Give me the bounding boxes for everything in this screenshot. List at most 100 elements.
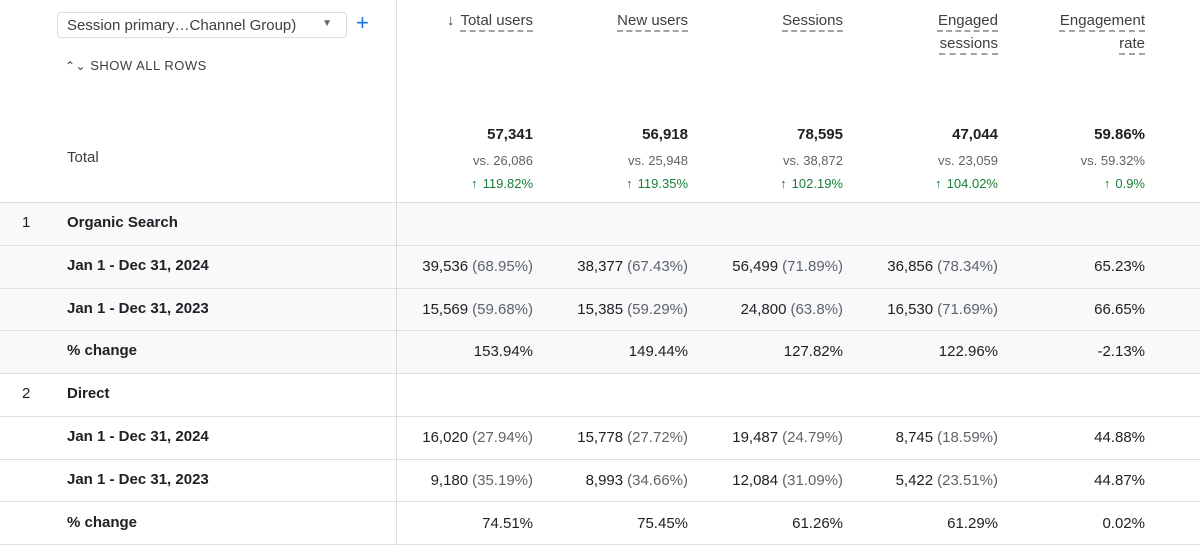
cell-value: 122.96% [938,343,998,361]
data-row: Jan 1 - Dec 31, 2024 39,536 (68.95%) 38,377… [0,246,1200,289]
cell: 66.65% [985,300,1145,320]
group-row[interactable]: 2 Direct [0,374,1200,418]
change-value: 0.9% [1115,176,1145,191]
cell: 122.96% [838,342,998,362]
cell-value: 24,800 [740,300,787,318]
cell: 44.88% [985,428,1145,448]
cell-value: 44.87% [1094,471,1145,489]
cell-share: (78.34%) [937,258,998,275]
cell-share: (35.19%) [472,471,533,489]
cell: 36,856 (78.34%) [838,257,998,277]
cell-value: 75.45% [637,514,688,532]
expand-icon: ⌃⌄ [65,59,87,73]
add-dimension[interactable]: + [356,10,369,35]
column-header[interactable]: Sessions [733,9,843,32]
data-row: % change 153.94% 149.44% 127.82% 122.96% -2.1… [0,331,1200,375]
cell-value: 65.23% [1094,258,1145,275]
cell-share: (31.09%) [782,471,843,489]
cell-value: 12,084 [732,471,779,489]
cell-value: 149.44% [628,343,688,361]
total-label: Total [67,149,99,166]
cell: 61.26% [683,514,843,534]
cell: 12,084 (31.09%) [683,471,843,491]
column-title: Engagement rate [1059,12,1145,52]
cell-value: 15,569 [422,300,469,318]
cell-value: -2.13% [1097,343,1145,361]
cell: 0.02% [985,514,1145,534]
cell-value: 153.94% [473,343,533,361]
cell: 65.23% [985,257,1145,277]
column-header[interactable]: Engagement rate [1035,9,1145,55]
cell-value: 38,377 [577,258,624,275]
cell: 5,422 (23.51%) [838,471,998,491]
cell-share: (63.8%) [790,300,843,318]
total-change: ↑ 0.9% [995,174,1145,194]
column-title: New users [617,12,688,29]
row-index: 2 [22,385,31,403]
data-row: Jan 1 - Dec 31, 2023 15,569 (59.68%) 15,385… [0,288,1200,332]
cell-value: 8,745 [895,429,934,447]
data-row: % change 74.51% 75.45% 61.26% 61.29% 0.02% [0,502,1200,545]
total-compare: vs. 25,948 [628,153,688,168]
cell-share: (23.51%) [937,471,998,489]
column-title: Sessions [782,12,843,29]
total-value: 57,341 [487,126,533,143]
up-arrow: ↑ [471,176,478,191]
total-change: ↑ 119.35% [538,174,688,194]
show-all-rows[interactable]: ⌃⌄ SHOW ALL ROWS [65,58,207,73]
total-compare: vs. 23,059 [938,153,998,168]
cell-value: 44.88% [1094,429,1145,447]
cell: 9,180 (35.19%) [373,471,533,491]
cell-share: (59.29%) [627,300,688,318]
total-value: 47,044 [952,126,998,143]
sort-arrow: ↓ [446,12,455,29]
dimension-label: Session primary…Channel Group) [67,17,297,34]
cell: 16,020 (27.94%) [373,428,533,448]
cell-share: (34.66%) [627,471,688,489]
total-value: 56,918 [642,126,688,143]
column-header[interactable]: Engaged sessions [888,9,998,55]
cell-share: (24.79%) [782,429,843,447]
cell-value: 74.51% [482,514,533,532]
row-index: 1 [22,214,31,231]
column-divider [396,0,397,545]
total-compare: vs. 26,086 [473,153,533,168]
dimension-selector[interactable]: Session primary…Channel Group) ▼ [57,12,347,38]
data-row: Jan 1 - Dec 31, 2024 16,020 (27.94%) 15,778… [0,417,1200,460]
cell: 15,569 (59.68%) [373,300,533,320]
cell-value: 61.29% [947,514,998,532]
row-label: % change [67,342,138,360]
cell: 127.82% [683,342,843,362]
column-header[interactable]: ↓ Total users [423,9,533,32]
row-label: Jan 1 - Dec 31, 2024 [67,428,209,446]
cell-share: (67.43%) [627,258,688,275]
cell-value: 127.82% [783,343,843,361]
cell-value: 0.02% [1102,514,1145,532]
cell: 74.51% [373,514,533,534]
cell: 8,993 (34.66%) [528,471,688,491]
cell-share: (27.94%) [472,429,533,447]
cell-share: (71.89%) [782,258,843,275]
group-name: Organic Search [67,214,178,231]
row-label: Jan 1 - Dec 31, 2023 [67,470,209,488]
change-value: 119.35% [637,176,688,191]
cell: 153.94% [373,342,533,362]
cell-value: 36,856 [887,258,934,275]
cell-value: 9,180 [430,471,469,489]
cell: 15,385 (59.29%) [528,300,688,320]
group-row[interactable]: 1 Organic Search [0,203,1200,246]
row-label: Jan 1 - Dec 31, 2023 [67,299,209,317]
column-header[interactable]: New users [578,9,688,32]
cell: 56,499 (71.89%) [683,257,843,277]
group-name: Direct [67,385,110,403]
up-arrow: ↑ [780,176,787,191]
row-label: % change [67,513,138,531]
column-title: Total users [460,12,533,29]
total-change: ↑ 102.19% [693,174,843,194]
cell-share: (18.59%) [937,429,998,447]
total-compare: vs. 38,872 [783,153,843,168]
data-row: Jan 1 - Dec 31, 2023 9,180 (35.19%) 8,993 (3… [0,459,1200,503]
header-divider [0,202,1200,203]
cell-value: 16,530 [887,300,934,318]
